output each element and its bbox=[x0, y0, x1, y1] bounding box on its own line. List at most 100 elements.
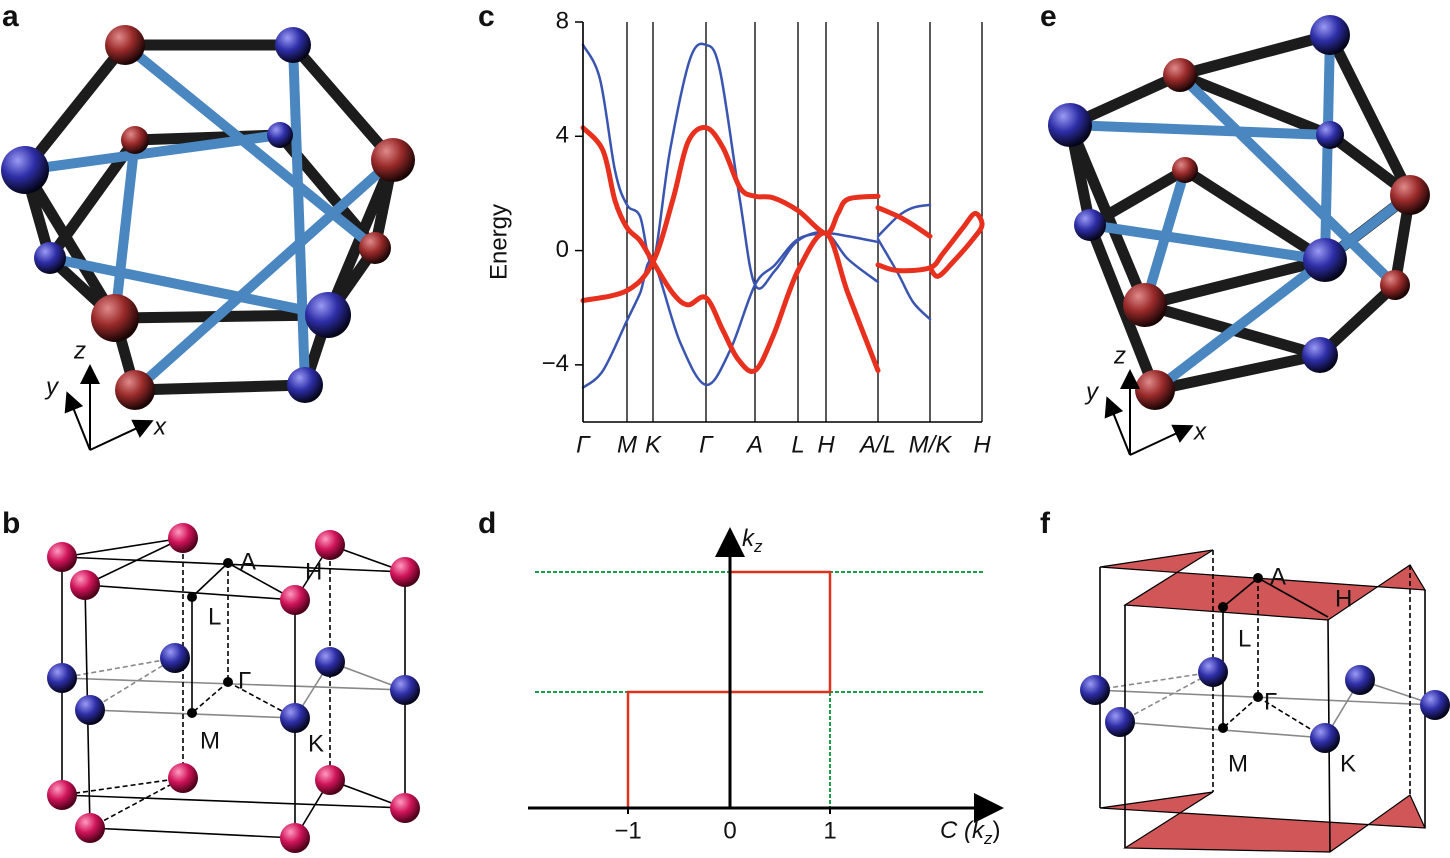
band bbox=[580, 125, 985, 374]
x-tick-label: M bbox=[617, 431, 637, 458]
panel-label: a bbox=[2, 0, 19, 33]
x-tick-label: Γ bbox=[576, 431, 591, 458]
atom bbox=[1420, 690, 1450, 720]
edge bbox=[61, 556, 406, 573]
panel-d bbox=[528, 527, 1004, 823]
k-point bbox=[1253, 692, 1263, 702]
molecule bbox=[1048, 15, 1430, 410]
k-point-label: M bbox=[1228, 750, 1248, 777]
k-point-label: L bbox=[208, 603, 221, 630]
bond bbox=[1175, 70, 1400, 290]
atom bbox=[1302, 337, 1338, 373]
k-point bbox=[1218, 602, 1228, 612]
panel-label: f bbox=[1040, 507, 1051, 540]
atom bbox=[280, 585, 310, 615]
atom bbox=[280, 703, 310, 733]
bond bbox=[1150, 190, 1415, 395]
bond bbox=[1084, 219, 1161, 396]
edge bbox=[84, 537, 184, 586]
x-axis-label: C (kz) bbox=[940, 817, 1001, 848]
atom bbox=[359, 232, 391, 264]
x-tick-label: H bbox=[817, 431, 835, 458]
bond bbox=[19, 164, 121, 324]
bond bbox=[130, 155, 398, 395]
label-part: ) bbox=[993, 817, 1001, 844]
axis-label: y bbox=[44, 373, 60, 400]
atom bbox=[1316, 121, 1344, 149]
atom bbox=[371, 138, 415, 182]
label-part: k bbox=[742, 525, 756, 552]
panel-label: b bbox=[2, 507, 20, 540]
axis-arrow bbox=[1129, 424, 1194, 456]
edge bbox=[1257, 577, 1329, 618]
atom bbox=[1080, 675, 1110, 705]
axis-arrow bbox=[1104, 396, 1131, 456]
tick-label: 1 bbox=[823, 817, 836, 844]
k-point bbox=[1218, 723, 1228, 733]
atom bbox=[70, 570, 100, 600]
k-point bbox=[187, 592, 197, 602]
y-tick-label: 0 bbox=[556, 236, 569, 263]
atom bbox=[1123, 283, 1167, 327]
bond bbox=[110, 135, 140, 323]
tick-label: −1 bbox=[614, 817, 641, 844]
k-point-label: H bbox=[1335, 585, 1352, 612]
panel-label: d bbox=[478, 507, 496, 540]
edge bbox=[61, 777, 184, 796]
tick-label: 0 bbox=[723, 817, 736, 844]
axis-arrow bbox=[89, 419, 154, 451]
band bbox=[580, 125, 933, 304]
panel-label: c bbox=[478, 0, 495, 33]
edge bbox=[1119, 671, 1214, 723]
brillouin-zone bbox=[47, 523, 420, 853]
edge bbox=[61, 537, 184, 558]
x-tick-label: A bbox=[745, 431, 763, 458]
bond bbox=[288, 40, 310, 390]
edge bbox=[1222, 577, 1259, 608]
bond bbox=[129, 379, 311, 396]
atom bbox=[160, 643, 190, 673]
k-point bbox=[1253, 573, 1263, 583]
bond bbox=[19, 39, 131, 176]
bond bbox=[1324, 29, 1416, 201]
x-tick-label: A/L bbox=[858, 431, 896, 458]
atom bbox=[315, 765, 345, 795]
atom bbox=[47, 780, 77, 810]
edge bbox=[61, 794, 406, 809]
atom bbox=[315, 647, 345, 677]
bond bbox=[45, 253, 333, 320]
atom bbox=[91, 294, 139, 342]
atom bbox=[390, 675, 420, 705]
atom bbox=[1135, 370, 1175, 410]
bond bbox=[1149, 349, 1326, 396]
x-tick-label: Γ bbox=[699, 431, 714, 458]
x-tick-label: M/K bbox=[909, 431, 953, 458]
x-tick-label: H bbox=[973, 431, 991, 458]
molecule bbox=[1, 25, 415, 410]
y-axis-label: kz bbox=[742, 525, 763, 556]
edge bbox=[191, 681, 229, 714]
atom bbox=[1172, 157, 1198, 183]
y-tick-label: 4 bbox=[556, 122, 569, 149]
bond bbox=[1065, 120, 1335, 140]
brillouin-zone bbox=[1080, 549, 1450, 853]
atom bbox=[315, 530, 345, 560]
edge bbox=[89, 827, 296, 839]
y-tick-label: −4 bbox=[542, 350, 569, 377]
x-tick-label: L bbox=[791, 431, 804, 458]
k-point-label: M bbox=[200, 727, 220, 754]
y-tick-label: 8 bbox=[556, 7, 569, 34]
atom bbox=[75, 695, 105, 725]
edge bbox=[1094, 689, 1436, 706]
edge bbox=[61, 657, 176, 679]
label-part: k bbox=[972, 817, 986, 844]
axis-label: y bbox=[1084, 378, 1100, 405]
axis-label: x bbox=[1193, 418, 1207, 445]
bond bbox=[1179, 164, 1331, 266]
k-point-label: A bbox=[1270, 563, 1286, 590]
bond bbox=[1085, 220, 1330, 265]
bond bbox=[20, 130, 285, 175]
edge bbox=[61, 677, 406, 691]
atom bbox=[1198, 657, 1228, 687]
